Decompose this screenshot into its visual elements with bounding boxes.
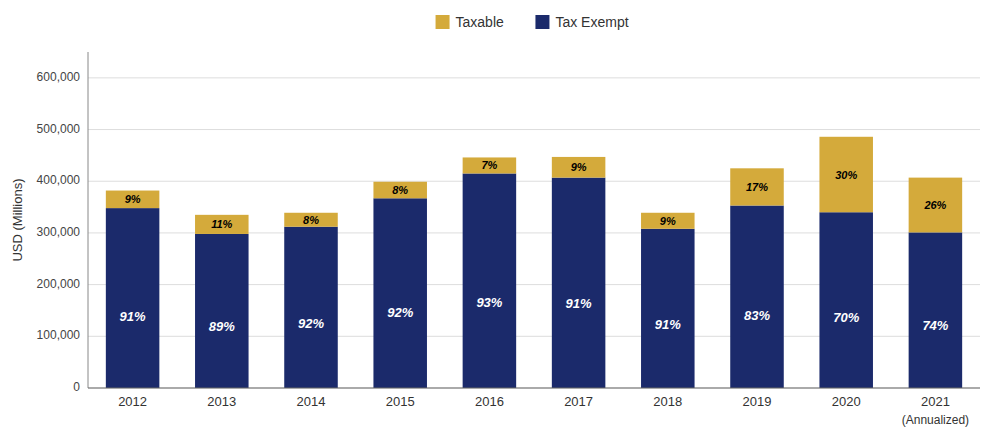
x-tick-label: 2013	[207, 394, 236, 409]
bar	[819, 137, 873, 212]
share-label: 93%	[476, 295, 502, 310]
x-tick-label: 2018	[653, 394, 682, 409]
bar	[106, 191, 160, 209]
share-label: 7%	[481, 159, 497, 171]
chart: 0 100,000 200,000 300,000 400,000 500,000 600,…	[0, 0, 1000, 440]
y-axis-label: USD (Millions)	[10, 178, 25, 261]
bar	[909, 232, 963, 388]
x-axis-line	[88, 388, 980, 389]
y-tick-label: 300,000	[37, 225, 81, 239]
data-labels: 91% 89% 92% 92% 93% 91% 91% 83% 70% 74% 9% 11% 8% 8% 7…	[120, 159, 949, 333]
share-label: 83%	[744, 308, 770, 323]
share-label: 91%	[566, 296, 592, 311]
bar	[195, 215, 249, 234]
share-label: 89%	[209, 319, 235, 334]
share-label: 17%	[746, 181, 768, 193]
y-axis: 0 100,000 200,000 300,000 400,000 500,000 600,…	[37, 70, 980, 394]
legend-label: Tax Exempt	[555, 14, 628, 30]
share-label: 70%	[833, 310, 859, 325]
bar	[463, 157, 517, 173]
bar	[730, 206, 784, 388]
grid-line	[88, 388, 980, 389]
x-tick-label: 2012	[118, 394, 147, 409]
bar	[463, 173, 517, 388]
y-tick-label: 0	[73, 380, 80, 394]
x-tick-label: 2019	[743, 394, 772, 409]
legend-swatch	[436, 15, 450, 29]
bar	[909, 178, 963, 233]
bar	[819, 212, 873, 388]
bar	[552, 178, 606, 388]
share-label: 9%	[571, 161, 587, 173]
y-tick-label: 400,000	[37, 173, 81, 187]
share-label: 26%	[923, 199, 946, 211]
annotation: (Annualized)	[902, 413, 969, 427]
share-label: 74%	[922, 318, 948, 333]
y-tick-label: 100,000	[37, 328, 81, 342]
y-axis-line	[88, 52, 89, 388]
share-label: 92%	[387, 305, 413, 320]
y-tick-label: 500,000	[37, 122, 81, 136]
bar	[373, 182, 427, 199]
x-tick-label: 2017	[564, 394, 593, 409]
bar	[284, 227, 338, 388]
share-label: 11%	[211, 218, 232, 230]
legend: Taxable Tax Exempt	[436, 14, 629, 30]
x-axis: 2012 2013 2014 2015 2016 2017 2018 2019 2020 2021	[118, 394, 950, 409]
y-tick-label: 200,000	[37, 277, 81, 291]
share-label: 9%	[125, 193, 141, 205]
bar	[195, 234, 249, 388]
bar	[552, 157, 606, 178]
bar	[373, 198, 427, 388]
bar	[284, 213, 338, 227]
share-label: 91%	[655, 317, 681, 332]
share-label: 8%	[303, 214, 319, 226]
share-label: 9%	[660, 215, 676, 227]
legend-swatch	[535, 15, 549, 29]
x-tick-label: 2014	[297, 394, 326, 409]
x-tick-label: 2015	[386, 394, 415, 409]
share-label: 91%	[120, 309, 146, 324]
x-tick-label: 2021	[921, 394, 950, 409]
y-tick-label: 600,000	[37, 70, 81, 84]
chart-container: 0 100,000 200,000 300,000 400,000 500,000 600,…	[0, 0, 1000, 440]
bar	[641, 213, 695, 229]
share-label: 30%	[835, 169, 857, 181]
legend-label: Taxable	[456, 14, 504, 30]
grid-line	[88, 77, 980, 78]
x-tick-label: 2016	[475, 394, 504, 409]
grid-line	[88, 129, 980, 130]
x-tick-label: 2020	[832, 394, 861, 409]
share-label: 92%	[298, 316, 324, 331]
bar	[106, 208, 160, 388]
bar	[641, 229, 695, 388]
bars	[106, 137, 962, 388]
share-label: 8%	[392, 184, 408, 196]
bar	[730, 168, 784, 205]
